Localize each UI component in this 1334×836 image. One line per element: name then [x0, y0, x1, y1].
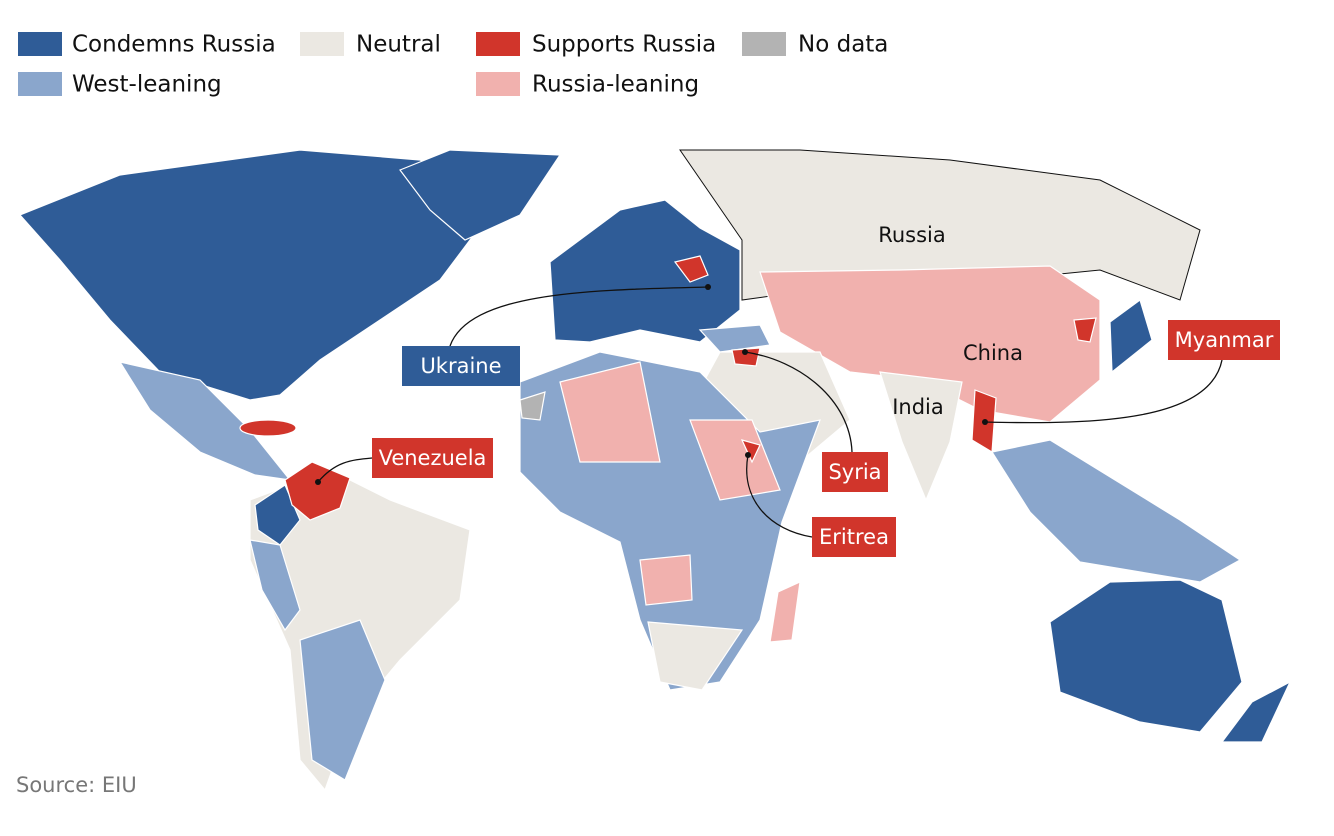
leader-line [317, 457, 373, 483]
region [731, 347, 761, 367]
region [254, 484, 301, 546]
leader-line [984, 359, 1223, 424]
region [1073, 317, 1097, 343]
legend-label: Condemns Russia [72, 32, 276, 58]
legend-swatch [18, 72, 62, 96]
region [118, 361, 292, 481]
leader-line [746, 454, 813, 538]
region [18, 149, 501, 401]
region [299, 619, 386, 781]
dot [982, 419, 988, 425]
callout-box [822, 452, 888, 492]
callout-box [1168, 320, 1280, 360]
legend-label: West-leaning [72, 72, 222, 98]
callout-dots [315, 284, 988, 485]
region [689, 419, 781, 501]
legend-swatch [742, 32, 786, 56]
callout-label: Ukraine [420, 354, 501, 378]
callout-label: Myanmar [1175, 328, 1274, 352]
region [879, 371, 963, 502]
map-label: India [892, 395, 944, 419]
legend-label: No data [798, 32, 888, 58]
region [549, 199, 741, 343]
callout-label: Eritrea [819, 525, 889, 549]
legend-swatch [18, 32, 62, 56]
map-label: China [963, 341, 1023, 365]
callout-box [812, 517, 896, 557]
region [284, 461, 351, 521]
dot [745, 452, 751, 458]
callout-label: Venezuela [379, 446, 487, 470]
legend-label: Russia-leaning [532, 72, 699, 98]
region [679, 149, 1201, 301]
dot [315, 479, 321, 485]
region [769, 581, 801, 643]
callout-label: Syria [828, 460, 881, 484]
region [647, 621, 744, 691]
callouts: Ukraine Venezuela Syria Eritrea Myanmar [372, 320, 1280, 557]
leader-line [449, 286, 709, 347]
region [673, 255, 709, 283]
region [991, 439, 1242, 583]
region [1049, 579, 1243, 733]
region [239, 419, 297, 437]
world-map [18, 149, 1292, 792]
legend-label: Supports Russia [532, 32, 716, 58]
legend-swatch [300, 32, 344, 56]
region [698, 324, 771, 353]
region [639, 554, 693, 606]
source: Source: EIU [16, 773, 137, 797]
callout-box [402, 346, 520, 386]
region [1220, 680, 1292, 743]
map-label: Russia [878, 223, 946, 247]
region [519, 391, 546, 421]
dot [742, 349, 748, 355]
legend-label: Neutral [356, 32, 441, 58]
legend-swatch [476, 32, 520, 56]
region [740, 439, 761, 464]
callout-lines [317, 286, 1223, 538]
legend-swatch [476, 72, 520, 96]
region [249, 539, 301, 632]
callout-box [372, 438, 493, 478]
region [399, 149, 562, 241]
region [1109, 299, 1153, 374]
dot [705, 284, 711, 290]
leader-line [744, 351, 853, 453]
region [559, 361, 661, 463]
legend: Condemns Russia Neutral Supports Russia … [18, 32, 888, 98]
